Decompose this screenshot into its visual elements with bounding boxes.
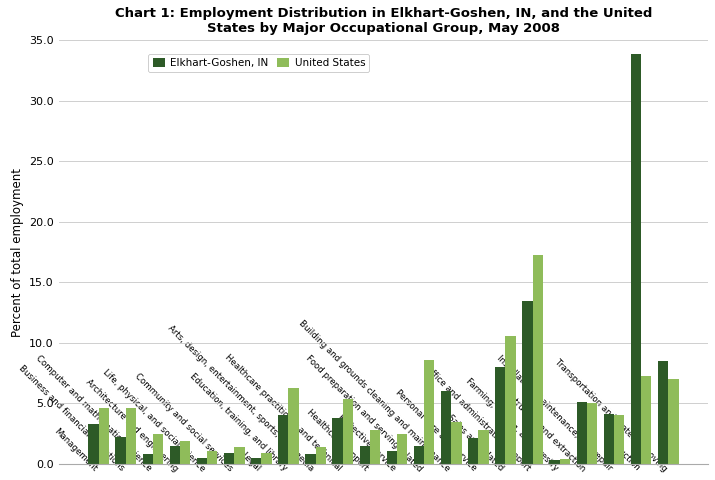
Bar [522,300,533,464]
Bar [288,388,299,464]
Bar [235,447,245,464]
Bar [315,447,326,464]
Bar [342,398,353,464]
Bar [370,430,380,464]
Bar [631,54,641,464]
Bar [424,360,435,464]
Bar [468,439,478,464]
Bar [451,421,462,464]
Legend: Elkhart-Goshen, IN, United States: Elkhart-Goshen, IN, United States [149,54,370,72]
Bar [180,441,190,464]
Bar [207,451,217,464]
Bar [278,416,288,464]
Title: Chart 1: Employment Distribution in Elkhart-Goshen, IN, and the United
States by: Chart 1: Employment Distribution in Elkh… [114,7,652,35]
Bar [441,391,451,464]
Bar [495,367,506,464]
Bar [99,408,109,464]
Bar [387,451,397,464]
Bar [603,414,614,464]
Bar [251,458,262,464]
Bar [576,402,587,464]
Bar [360,446,370,464]
Bar [169,446,180,464]
Bar [549,460,560,464]
Bar [614,416,624,464]
Bar [414,446,424,464]
Bar [126,408,136,464]
Bar [332,418,342,464]
Bar [669,379,679,464]
Bar [142,454,153,464]
Bar [560,459,570,464]
Bar [115,437,126,464]
Bar [587,403,597,464]
Bar [262,453,272,464]
Bar [641,375,651,464]
Bar [658,361,669,464]
Y-axis label: Percent of total employment: Percent of total employment [11,168,24,336]
Bar [533,254,543,464]
Bar [224,453,235,464]
Bar [305,454,315,464]
Bar [478,430,488,464]
Bar [153,433,163,464]
Bar [506,336,516,464]
Bar [89,424,99,464]
Bar [397,433,408,464]
Bar [197,458,207,464]
